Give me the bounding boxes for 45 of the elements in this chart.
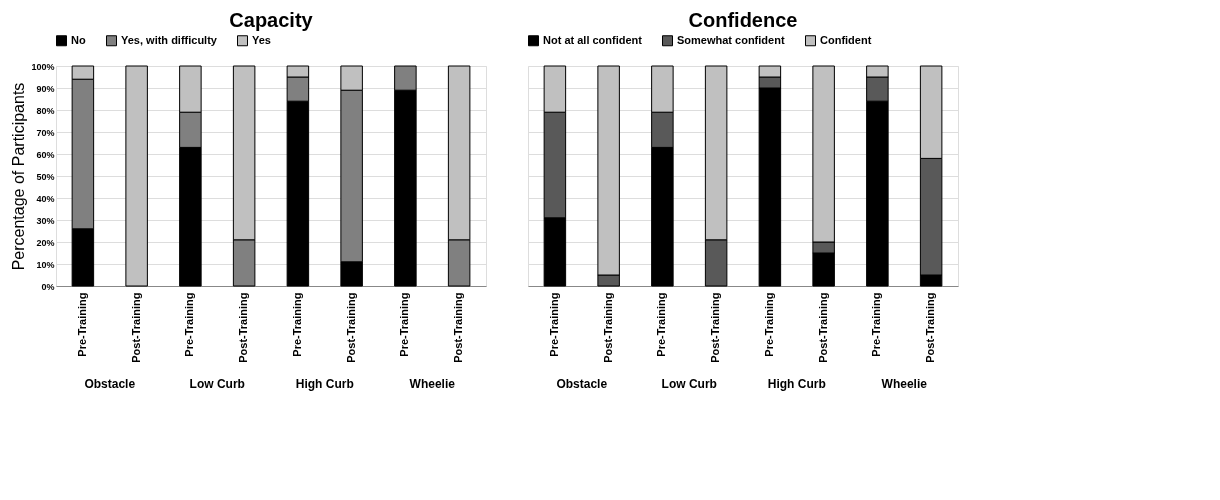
chart-title: Confidence [688,9,798,31]
x-tick-label: Post-Training [601,292,614,363]
x-tick-label: Post-Training [237,292,250,363]
x-tick-label: Pre-Training [398,292,411,357]
text: Obstacle [556,377,608,391]
legend-label: Yes [252,33,271,46]
text: Low Curb [189,377,245,391]
x-tick-label: Pre-Training [183,292,196,357]
x-tick-label: Pre-Training [762,292,775,357]
x-tick-label: Post-Training [709,292,722,363]
text: Wheelie [881,377,928,391]
x-tick-label: Post-Training [344,292,357,363]
text: Wheelie [409,377,456,391]
x-tick-label: Post-Training [129,292,142,363]
chart-title: Capacity [229,9,314,31]
text: High Curb [295,377,354,391]
y-axis-title: Percentage of Participants [10,82,28,271]
x-tick-label: Post-Training [816,292,829,363]
legend-label: Yes, with difficulty [121,33,218,46]
y-tick-label: 0% [41,281,55,292]
text: Obstacle [84,377,136,391]
x-tick-label: Post-Training [924,292,937,363]
legend-label: Not at all confident [543,33,643,46]
x-tick-label: Post-Training [452,292,465,363]
x-tick-label: Pre-Training [75,292,88,357]
y-tick-label: 100% [31,61,55,72]
bar [125,65,148,287]
x-tick-label: Pre-Training [547,292,560,357]
x-tick-label: Pre-Training [870,292,883,357]
y-tick-label: 20% [36,237,55,248]
x-tick-label: Pre-Training [290,292,303,357]
legend-label: Confident [820,33,872,46]
y-tick-label: 70% [36,127,55,138]
y-tick-label: 50% [36,171,55,182]
text: Low Curb [661,377,717,391]
y-tick-label: 60% [36,149,55,160]
y-tick-label: 90% [36,83,55,94]
legend-label: Somewhat confident [677,33,785,46]
y-tick-label: 80% [36,105,55,116]
y-tick-label: 30% [36,215,55,226]
y-tick-label: 40% [36,193,55,204]
legend-label: No [71,33,86,46]
x-tick-label: Pre-Training [655,292,668,357]
y-tick-label: 10% [36,259,55,270]
text: High Curb [767,377,826,391]
